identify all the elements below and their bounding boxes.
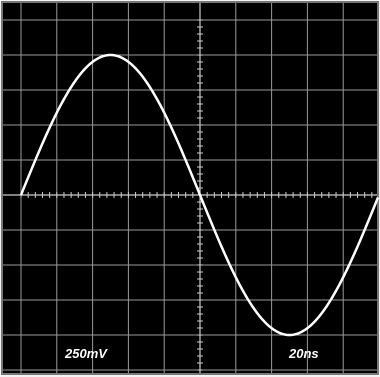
- waveform: [19, 53, 380, 337]
- volts-per-division: 250mV: [64, 346, 108, 361]
- graticule: [3, 3, 377, 373]
- time-per-division: 20ns: [288, 346, 319, 361]
